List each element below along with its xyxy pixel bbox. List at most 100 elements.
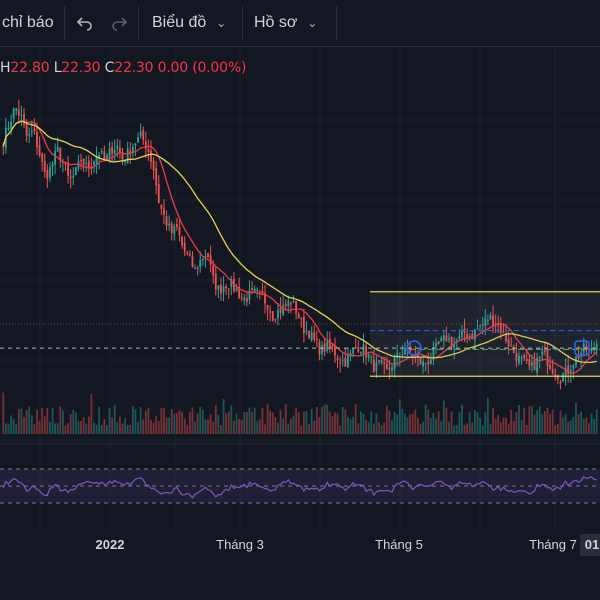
undo-button[interactable] <box>76 0 94 46</box>
candle-body <box>194 267 196 269</box>
candle-body <box>567 365 570 374</box>
x-axis-label: Tháng 5 <box>375 537 423 552</box>
volume-bar <box>424 404 427 434</box>
candle-body <box>432 347 435 360</box>
volume-bar <box>489 423 492 434</box>
volume-bar <box>225 413 228 434</box>
candle-body <box>28 134 31 136</box>
volume-bar <box>440 421 443 434</box>
volume-bar <box>354 404 357 434</box>
candle-body <box>204 255 207 258</box>
candle-body <box>388 367 391 370</box>
volume-bar <box>248 407 251 434</box>
volume-bar <box>486 397 489 434</box>
volume-bar <box>269 410 272 434</box>
candle-body <box>313 332 316 340</box>
volume-bar <box>188 412 191 434</box>
candle-body <box>243 297 246 301</box>
volume-bar <box>95 424 98 434</box>
price-chart[interactable]: 2022 Tháng 3 Tháng 5 Tháng 7 01 <box>0 47 600 600</box>
volume-bar <box>595 409 598 434</box>
volume-bar <box>160 408 163 434</box>
candle-body <box>297 313 300 318</box>
redo-icon <box>112 17 128 31</box>
profile-menu-button[interactable]: Hồ sơ ⌄ <box>254 0 317 46</box>
candle-body <box>274 319 277 321</box>
volume-bar <box>282 418 285 434</box>
indicators-button[interactable]: chỉ báo <box>2 0 54 46</box>
volume-bar <box>59 406 62 434</box>
volume-bar <box>481 425 484 434</box>
close-key: C <box>104 60 115 76</box>
volume-bar <box>463 424 466 434</box>
volume-bar <box>448 421 450 434</box>
volume-bar <box>90 394 93 434</box>
volume-bar <box>28 406 31 434</box>
volume-bar <box>315 407 318 434</box>
volume-bar <box>375 413 378 434</box>
candle-body <box>347 354 349 368</box>
candle-body <box>489 315 492 320</box>
volume-bar <box>414 409 417 434</box>
candle-body <box>256 289 259 291</box>
volume-bar <box>61 410 64 434</box>
volume-bar <box>476 412 479 434</box>
volume-bar <box>230 405 233 434</box>
candle-body <box>520 357 523 359</box>
candle-body <box>474 329 476 340</box>
candle-body <box>264 293 266 304</box>
candle-body <box>341 359 344 361</box>
volume-bar <box>432 412 435 434</box>
candle-body <box>471 334 474 339</box>
volume-bar <box>176 412 178 434</box>
candle-body <box>484 318 487 326</box>
volume-bar <box>531 406 533 434</box>
candle-body <box>531 362 533 366</box>
candle-body <box>67 162 69 176</box>
chart-menu-button[interactable]: Biểu đồ ⌄ <box>152 0 226 46</box>
volume-bar <box>339 425 342 434</box>
volume-bar <box>479 418 482 434</box>
candle-body <box>277 310 279 319</box>
candle-body <box>559 381 562 384</box>
volume-bar <box>352 416 355 434</box>
ma-slow-line <box>2 120 597 364</box>
high-key: H <box>0 60 11 76</box>
volume-bar <box>538 406 541 434</box>
volume-bar <box>569 420 572 434</box>
candle-body <box>150 150 152 162</box>
volume-bar <box>118 416 121 434</box>
candle-body <box>486 319 489 321</box>
candle-body <box>178 226 181 236</box>
volume-bar <box>54 423 57 434</box>
candle-body <box>23 114 25 125</box>
candle-body <box>536 357 539 373</box>
x-axis-label: 01 <box>585 537 599 552</box>
volume-bar <box>274 417 277 434</box>
volume-bar <box>393 411 396 434</box>
toolbar-divider <box>64 6 65 40</box>
candle-body <box>214 273 217 290</box>
volume-bar <box>308 424 310 434</box>
volume-bar <box>10 415 12 434</box>
volume-bar <box>497 414 500 434</box>
volume-bar <box>401 409 404 434</box>
volume-bar <box>577 413 580 434</box>
volume-bar <box>336 413 339 434</box>
volume-bar <box>396 414 399 434</box>
candle-body <box>103 151 106 160</box>
volume-bar <box>56 423 59 434</box>
volume-bar <box>556 423 559 434</box>
profile-menu-label: Hồ sơ <box>254 14 298 31</box>
candle-body <box>396 353 399 358</box>
close-value: 22.30 <box>114 60 154 76</box>
redo-button[interactable] <box>110 0 128 46</box>
volume-bar <box>323 404 326 434</box>
volume-bar <box>468 412 471 434</box>
candle-body <box>131 146 134 154</box>
candle-body <box>54 150 57 165</box>
candle-body <box>201 259 204 261</box>
candle-body <box>334 345 336 356</box>
volume-bar <box>562 417 564 434</box>
candle-body <box>217 285 220 291</box>
